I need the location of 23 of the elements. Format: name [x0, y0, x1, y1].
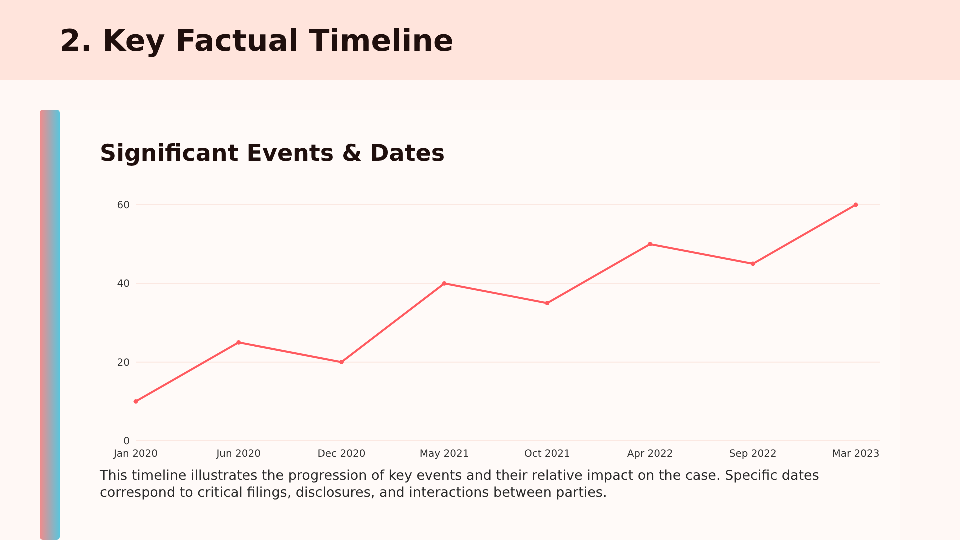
y-tick-label: 0: [124, 436, 130, 448]
x-tick-label: Mar 2023: [832, 449, 880, 460]
x-tick-label: Jan 2020: [112, 449, 158, 460]
point: [648, 242, 652, 247]
x-tick-label: Jun 2020: [216, 449, 261, 460]
point: [340, 360, 344, 365]
x-tick-label: Dec 2020: [318, 449, 366, 460]
x-tick-label: May 2021: [420, 449, 470, 460]
x-tick-label: Sep 2022: [729, 449, 777, 460]
text: This timeline illustrates the progression of key events and their relative impact on the case. Specific dates correspond to critical filings, disclosures, and interactions between parties.: [100, 468, 820, 502]
point: [545, 301, 550, 306]
point: [134, 399, 138, 404]
point: [854, 202, 858, 208]
x-tick-label: Apr 2022: [627, 449, 674, 460]
y-tick-label: 40: [117, 279, 130, 290]
x-tick-label: Oct 2021: [524, 449, 570, 460]
chart-title: 2. Key Factual Timeline: [60, 24, 454, 59]
y-tick-label: 60: [117, 200, 130, 212]
point: [750, 262, 756, 266]
point: [236, 340, 242, 345]
point: [442, 281, 447, 286]
chart-subtitle: Significant Events & Dates: [100, 141, 446, 167]
y-tick-label: 20: [117, 358, 130, 369]
